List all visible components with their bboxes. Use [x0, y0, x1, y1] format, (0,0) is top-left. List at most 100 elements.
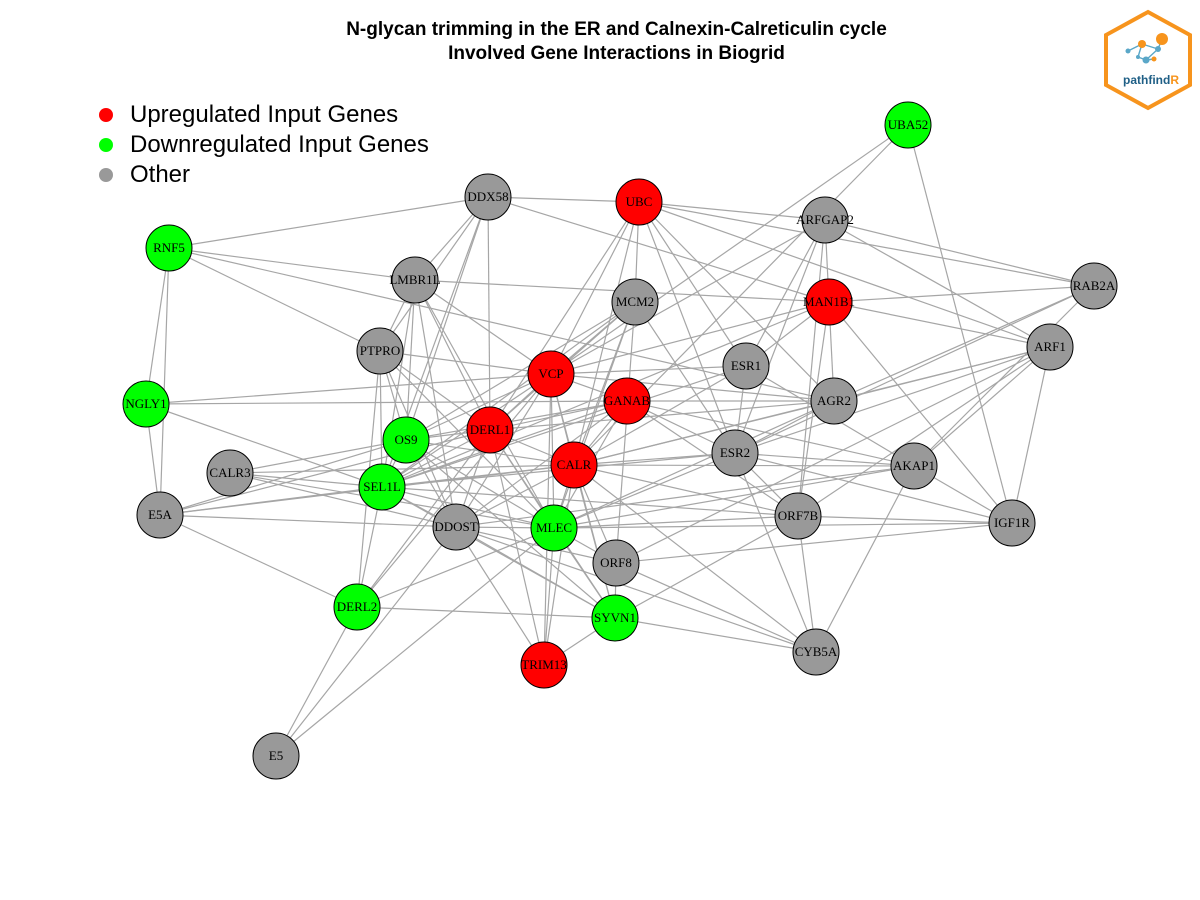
node-circle-trim13[interactable]: [520, 641, 568, 689]
node-calr3[interactable]: CALR3: [206, 449, 254, 497]
edge-e5-mlec: [275, 527, 555, 757]
node-arfgap2[interactable]: ARFGAP2: [796, 196, 854, 244]
node-circle-arfgap2[interactable]: [801, 196, 849, 244]
edge-os9-syvn1: [405, 439, 616, 619]
node-circle-sel1l[interactable]: [358, 463, 406, 511]
edge-arf1-igf1r: [1011, 346, 1051, 524]
node-circle-man1b1[interactable]: [805, 278, 853, 326]
edge-rnf5-ngly1: [145, 247, 170, 405]
node-circle-derl1[interactable]: [466, 406, 514, 454]
node-mlec[interactable]: MLEC: [530, 504, 578, 552]
node-circle-agr2[interactable]: [810, 377, 858, 425]
node-ddost[interactable]: DDOST: [432, 503, 480, 551]
node-circle-calr3[interactable]: [206, 449, 254, 497]
node-circle-igf1r[interactable]: [988, 499, 1036, 547]
node-esr2[interactable]: ESR2: [711, 429, 759, 477]
node-e5[interactable]: E5: [252, 732, 300, 780]
node-akap1[interactable]: AKAP1: [890, 442, 938, 490]
node-circle-derl2[interactable]: [333, 583, 381, 631]
node-label-ddost: DDOST: [434, 519, 477, 534]
node-circle-ddost[interactable]: [432, 503, 480, 551]
node-esr1[interactable]: ESR1: [722, 342, 770, 390]
edge-calr3-ddost: [229, 472, 457, 528]
node-mcm2[interactable]: MCM2: [611, 278, 659, 326]
node-label-trim13: TRIM13: [521, 657, 567, 672]
node-circle-syvn1[interactable]: [591, 594, 639, 642]
node-os9[interactable]: OS9: [382, 416, 430, 464]
node-label-cyb5a: CYB5A: [795, 644, 838, 659]
node-label-e5a: E5A: [148, 507, 172, 522]
node-label-esr1: ESR1: [731, 358, 761, 373]
node-circle-calr[interactable]: [550, 441, 598, 489]
edge-mlec-derl2: [356, 527, 555, 608]
node-label-rnf5: RNF5: [153, 240, 185, 255]
node-vcp[interactable]: VCP: [527, 350, 575, 398]
node-circle-mlec[interactable]: [530, 504, 578, 552]
node-lmbr1l[interactable]: LMBR1L: [389, 256, 441, 304]
node-circle-ubc[interactable]: [615, 178, 663, 226]
edge-rab2a-esr2: [734, 285, 1095, 454]
edge-rab2a-agr2: [833, 285, 1095, 402]
node-man1b1[interactable]: MAN1B1: [803, 278, 855, 326]
node-calr[interactable]: CALR: [550, 441, 598, 489]
node-label-mcm2: MCM2: [616, 294, 654, 309]
node-circle-esr2[interactable]: [711, 429, 759, 477]
node-label-agr2: AGR2: [817, 393, 851, 408]
node-circle-ngly1[interactable]: [122, 380, 170, 428]
edge-ddx58-derl1: [487, 196, 491, 431]
edge-rnf5-ptpro: [168, 247, 381, 352]
edge-ubc-esr1: [638, 201, 747, 367]
node-circle-uba52[interactable]: [884, 101, 932, 149]
edge-ddost-trim13: [455, 526, 545, 666]
node-circle-ptpro[interactable]: [356, 327, 404, 375]
node-label-syvn1: SYVN1: [594, 610, 636, 625]
edge-derl2-e5: [275, 606, 358, 757]
node-circle-cyb5a[interactable]: [792, 628, 840, 676]
node-uba52[interactable]: UBA52: [884, 101, 932, 149]
node-orf7b[interactable]: ORF7B: [774, 492, 822, 540]
node-circle-orf7b[interactable]: [774, 492, 822, 540]
node-ubc[interactable]: UBC: [615, 178, 663, 226]
node-label-vcp: VCP: [538, 366, 563, 381]
node-circle-rnf5[interactable]: [145, 224, 193, 272]
node-circle-mcm2[interactable]: [611, 278, 659, 326]
node-rnf5[interactable]: RNF5: [145, 224, 193, 272]
edge-lmbr1l-ddost: [414, 279, 457, 528]
node-ganab[interactable]: GANAB: [603, 377, 651, 425]
edge-uba52-igf1r: [907, 124, 1013, 524]
node-circle-vcp[interactable]: [527, 350, 575, 398]
node-syvn1[interactable]: SYVN1: [591, 594, 639, 642]
node-orf8[interactable]: ORF8: [592, 539, 640, 587]
node-circle-ganab[interactable]: [603, 377, 651, 425]
node-sel1l[interactable]: SEL1L: [358, 463, 406, 511]
legend-label-downregulated: Downregulated Input Genes: [130, 131, 429, 158]
node-circle-lmbr1l[interactable]: [391, 256, 439, 304]
node-derl2[interactable]: DERL2: [333, 583, 381, 631]
node-label-uba52: UBA52: [888, 117, 928, 132]
node-igf1r[interactable]: IGF1R: [988, 499, 1036, 547]
edge-uba52-vcp: [550, 124, 909, 375]
node-circle-arf1[interactable]: [1026, 323, 1074, 371]
node-agr2[interactable]: AGR2: [810, 377, 858, 425]
node-cyb5a[interactable]: CYB5A: [792, 628, 840, 676]
legend-item-upregulated: Upregulated Input Genes: [96, 100, 429, 130]
node-circle-akap1[interactable]: [890, 442, 938, 490]
node-ngly1[interactable]: NGLY1: [122, 380, 170, 428]
node-circle-e5[interactable]: [252, 732, 300, 780]
node-circle-ddx58[interactable]: [464, 173, 512, 221]
node-ptpro[interactable]: PTPRO: [356, 327, 404, 375]
node-circle-orf8[interactable]: [592, 539, 640, 587]
node-circle-os9[interactable]: [382, 416, 430, 464]
node-circle-rab2a[interactable]: [1070, 262, 1118, 310]
node-circle-e5a[interactable]: [136, 491, 184, 539]
node-rab2a[interactable]: RAB2A: [1070, 262, 1118, 310]
svg-text:pathfindR: pathfindR: [1123, 73, 1179, 87]
node-derl1[interactable]: DERL1: [466, 406, 514, 454]
node-circle-esr1[interactable]: [722, 342, 770, 390]
node-e5a[interactable]: E5A: [136, 491, 184, 539]
node-trim13[interactable]: TRIM13: [520, 641, 568, 689]
node-arf1[interactable]: ARF1: [1026, 323, 1074, 371]
edge-syvn1-cyb5a: [614, 617, 817, 653]
node-ddx58[interactable]: DDX58: [464, 173, 512, 221]
node-label-akap1: AKAP1: [893, 458, 935, 473]
